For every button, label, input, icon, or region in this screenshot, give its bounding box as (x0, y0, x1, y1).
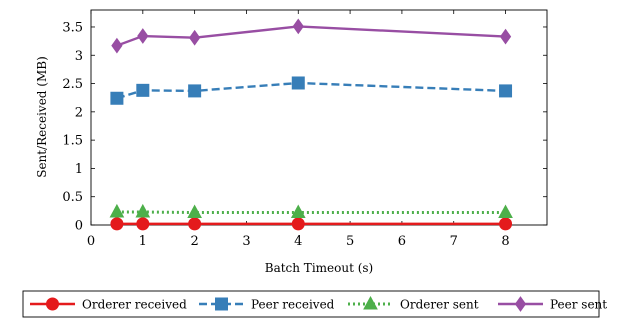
data-point-peer-sent (499, 28, 512, 45)
data-point-peer-sent (292, 18, 304, 35)
data-point-orderer-sent (135, 203, 151, 218)
legend: Orderer received Peer received Orderer sen… (22, 290, 607, 318)
legend-label: Orderer received (82, 298, 187, 312)
x-axis-label: Batch Timeout (s) (265, 261, 374, 275)
data-point-orderer-received (188, 217, 202, 231)
legend-swatch-marker (514, 296, 527, 312)
legend-label: Orderer sent (400, 298, 479, 312)
data-point-peer-sent (189, 29, 201, 46)
data-point-orderer-sent (498, 204, 513, 219)
x-axis: 0 1 2 3 4 5 6 7 8 (87, 10, 510, 249)
legend-swatch-marker (363, 295, 378, 310)
x-tick-label: 7 (450, 234, 458, 249)
y-tick-label: 3.5 (62, 20, 83, 35)
data-point-peer-sent (111, 37, 123, 54)
x-tick-label: 6 (398, 234, 406, 249)
x-tick-label: 3 (242, 234, 250, 249)
data-point-peer-sent (137, 28, 149, 44)
data-point-peer-received (188, 84, 202, 98)
data-point-orderer-received (291, 217, 305, 231)
y-tick-label: 0 (75, 219, 83, 234)
data-point-peer-received (110, 91, 124, 105)
data-point-peer-received (499, 84, 513, 98)
legend-item-peer-sent: Peer sent (498, 296, 607, 312)
series-line-peer-received (116, 81, 506, 100)
x-tick-label: 4 (294, 234, 302, 249)
legend-item-orderer-sent: Orderer sent (348, 295, 479, 312)
data-point-peer-received (136, 83, 150, 97)
y-tick-label: 1 (75, 162, 83, 177)
y-tick-label: 1.5 (62, 134, 83, 149)
y-axis: 0 0.5 1 1.5 2 2.5 3 3.5 (62, 20, 547, 234)
y-tick-label: 0.5 (62, 190, 83, 205)
y-tick-label: 2 (75, 105, 83, 120)
data-point-orderer-received (110, 217, 124, 231)
y-tick-label: 3 (75, 49, 83, 64)
y-tick-label: 2.5 (62, 77, 83, 92)
plot-frame (90, 9, 548, 226)
y-axis-label: Sent/Received (MB) (35, 56, 49, 178)
series-line-orderer-sent (116, 210, 506, 215)
legend-swatch-marker (215, 297, 228, 311)
series-markers (109, 18, 513, 231)
data-point-orderer-sent (187, 204, 202, 219)
legend-label: Peer received (251, 298, 335, 312)
legend-item-peer-received: Peer received (199, 297, 335, 312)
x-tick-label: 0 (87, 234, 95, 249)
data-point-orderer-received (136, 217, 150, 231)
legend-item-orderer-received: Orderer received (30, 297, 187, 312)
data-point-orderer-sent (109, 203, 125, 218)
x-tick-label: 8 (501, 234, 509, 249)
legend-label: Peer sent (550, 298, 607, 312)
data-point-orderer-received (499, 217, 513, 231)
x-tick-label: 2 (190, 234, 198, 249)
x-tick-label: 5 (346, 234, 354, 249)
data-point-peer-received (291, 76, 305, 90)
legend-swatch-marker (46, 297, 59, 311)
x-tick-label: 1 (139, 234, 147, 249)
series-line-peer-sent (116, 25, 506, 47)
data-point-orderer-sent (290, 204, 306, 219)
series-lines (116, 25, 506, 226)
